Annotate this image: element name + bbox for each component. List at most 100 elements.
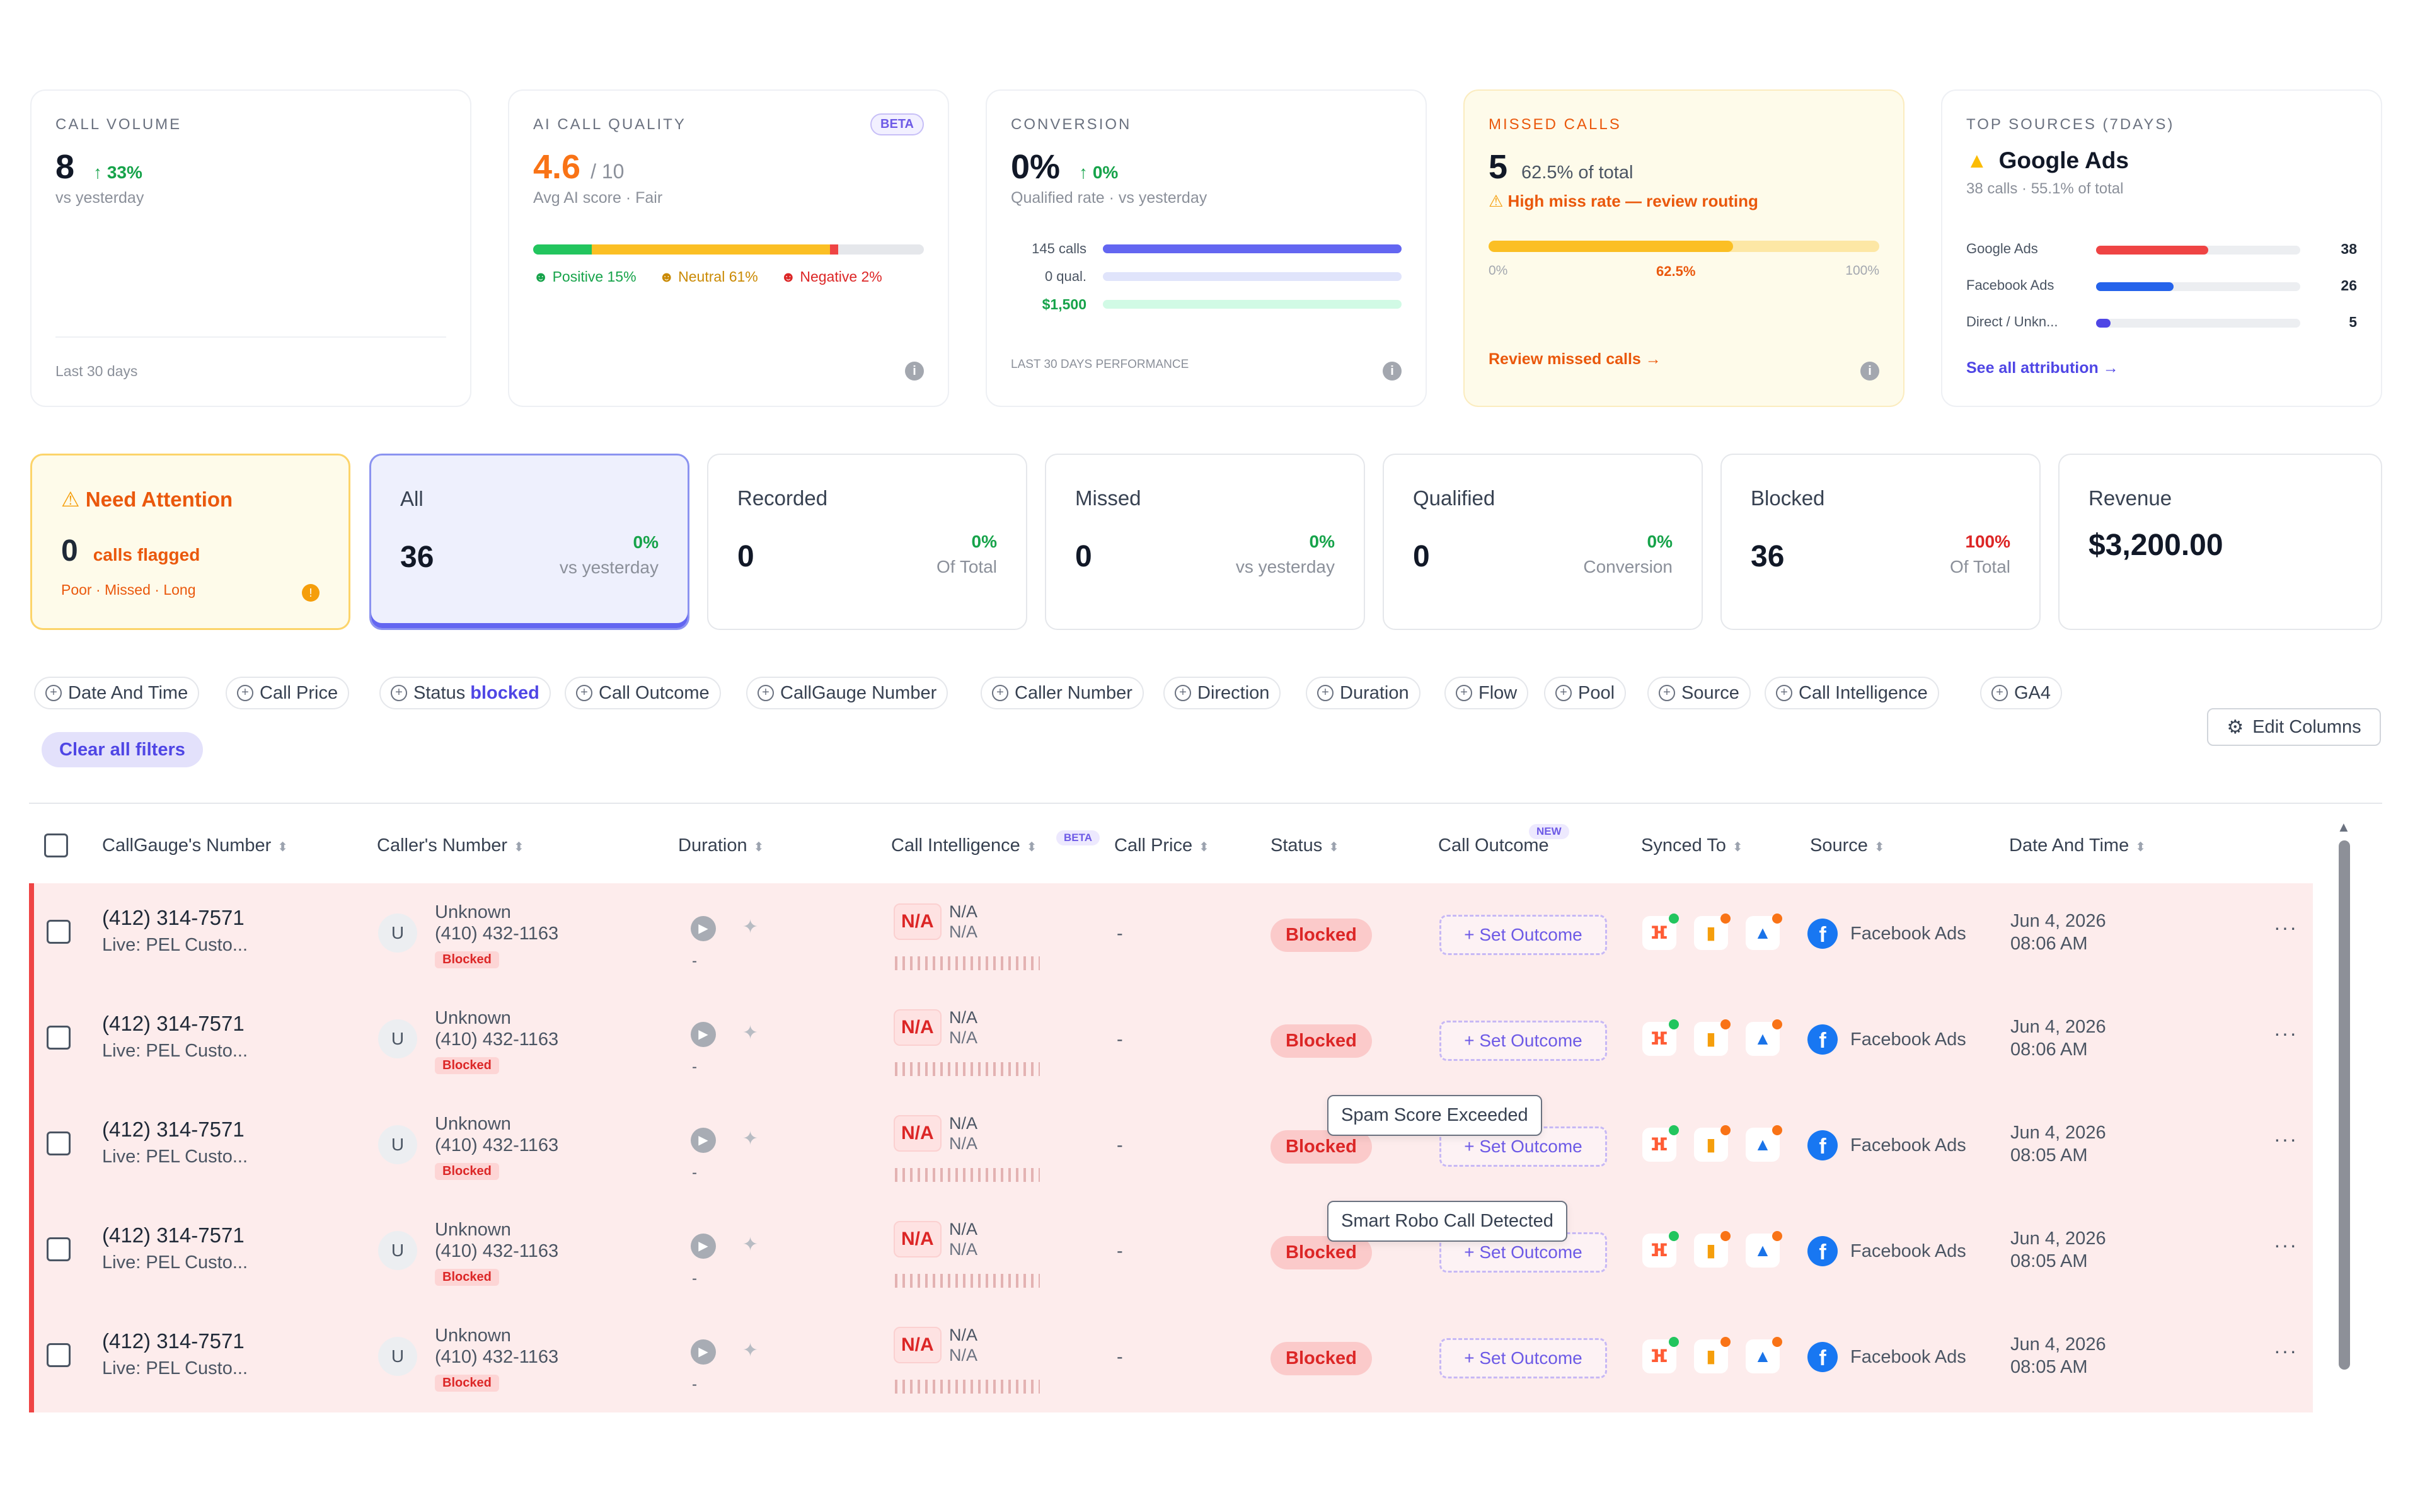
table-scrollbar-up[interactable]: ▲: [2337, 819, 2351, 835]
tile-blocked[interactable]: Blocked 36 100% Of Total: [1720, 454, 2041, 630]
column-header[interactable]: Synced To ⬍: [1641, 835, 1743, 856]
callgauge-number[interactable]: (412) 314-7571: [102, 906, 245, 929]
google-analytics-icon[interactable]: ▮: [1694, 1125, 1731, 1162]
callgauge-number[interactable]: (412) 314-7571: [102, 1118, 245, 1141]
column-header[interactable]: Status ⬍: [1270, 835, 1339, 856]
source-name: Facebook Ads: [1850, 1347, 1966, 1367]
waveform-icon[interactable]: ✦: [742, 1128, 759, 1149]
tile-missed[interactable]: Missed 0 0% vs yesterday: [1045, 454, 1365, 630]
hubspot-icon[interactable]: ⴼ: [1642, 1231, 1679, 1268]
top-source-sub: 38 calls · 55.1% of total: [1966, 180, 2124, 197]
tile-recorded[interactable]: Recorded 0 0% Of Total: [707, 454, 1027, 630]
google-ads-icon[interactable]: ▲: [1746, 914, 1782, 950]
play-icon[interactable]: ▶: [691, 1128, 716, 1153]
info-icon[interactable]: i: [1383, 362, 1402, 381]
more-icon[interactable]: ···: [2274, 1128, 2298, 1150]
set-outcome-button[interactable]: + Set Outcome: [1439, 915, 1607, 955]
table-row[interactable]: [29, 1201, 2313, 1307]
tile-all[interactable]: All 36 0% vs yesterday: [369, 454, 689, 630]
waveform-icon[interactable]: ✦: [742, 1022, 759, 1043]
hubspot-icon[interactable]: ⴼ: [1642, 1337, 1679, 1373]
play-icon[interactable]: ▶: [691, 916, 716, 941]
info-icon[interactable]: i: [905, 362, 924, 381]
filter-chip[interactable]: + Call Outcome: [565, 677, 721, 709]
more-icon[interactable]: ···: [2274, 916, 2298, 939]
avatar: U: [378, 1231, 417, 1270]
table-row[interactable]: [29, 1095, 2313, 1201]
google-analytics-icon[interactable]: ▮: [1694, 914, 1731, 950]
google-ads-icon[interactable]: ▲: [1746, 1019, 1782, 1056]
tile-revenue[interactable]: Revenue $3,200.00: [2058, 454, 2382, 630]
filter-chip[interactable]: + Duration: [1306, 677, 1420, 709]
waveform-icon[interactable]: ✦: [742, 917, 759, 937]
column-header[interactable]: Duration ⬍: [678, 835, 764, 856]
table-row[interactable]: [29, 1307, 2313, 1412]
filter-chip-label: Source: [1681, 682, 1739, 703]
column-header[interactable]: Call Outcome: [1438, 835, 1549, 856]
more-icon[interactable]: ···: [2274, 1022, 2298, 1045]
see-attribution-link[interactable]: See all attribution →: [1966, 359, 2119, 377]
column-header[interactable]: CallGauge's Number ⬍: [102, 835, 289, 856]
callgauge-number[interactable]: (412) 314-7571: [102, 1223, 245, 1247]
google-analytics-icon[interactable]: ▮: [1694, 1337, 1731, 1373]
column-header[interactable]: Call Price ⬍: [1114, 835, 1209, 856]
set-outcome-button[interactable]: + Set Outcome: [1439, 1232, 1607, 1273]
more-icon[interactable]: ···: [2274, 1234, 2298, 1256]
table-row[interactable]: [29, 883, 2313, 989]
miss-warning: ⚠ High miss rate — review routing: [1489, 192, 1758, 210]
hubspot-icon[interactable]: ⴼ: [1642, 1019, 1679, 1056]
review-missed-link[interactable]: Review missed calls →: [1489, 350, 1661, 368]
filter-chip[interactable]: + CallGauge Number: [746, 677, 948, 709]
row-checkbox[interactable]: [47, 1343, 71, 1367]
column-header[interactable]: Call Intelligence ⬍: [891, 835, 1037, 856]
filter-chip[interactable]: + Flow: [1444, 677, 1529, 709]
plus-icon: +: [1659, 685, 1675, 701]
table-row[interactable]: [29, 989, 2313, 1095]
clear-filters-button[interactable]: Clear all filters: [42, 732, 203, 767]
callgauge-number[interactable]: (412) 314-7571: [102, 1012, 245, 1035]
call-time: 08:06 AM: [2010, 1040, 2088, 1060]
column-header[interactable]: Caller's Number ⬍: [377, 835, 524, 856]
filter-chip[interactable]: + Call Price: [226, 677, 350, 709]
tile-caption: calls flagged: [93, 545, 200, 564]
info-icon[interactable]: i: [1860, 362, 1879, 381]
filter-chip[interactable]: + Date And Time: [34, 677, 200, 709]
ai-score-na: N/A: [894, 1115, 942, 1152]
filter-chip[interactable]: + Pool: [1544, 677, 1627, 709]
facebook-icon: f: [1807, 1024, 1838, 1055]
column-header[interactable]: Date And Time ⬍: [2009, 835, 2146, 856]
filter-chip[interactable]: + Direction: [1163, 677, 1281, 709]
play-icon[interactable]: ▶: [691, 1339, 716, 1365]
edit-columns-button[interactable]: ⚙ Edit Columns: [2207, 708, 2381, 746]
play-icon[interactable]: ▶: [691, 1022, 716, 1047]
hubspot-icon[interactable]: ⴼ: [1642, 914, 1679, 950]
tile-need-attention[interactable]: ⚠ Need Attention 0 calls flagged Poor · …: [30, 454, 350, 630]
table-scrollbar-thumb[interactable]: [2339, 840, 2350, 1370]
play-icon[interactable]: ▶: [691, 1234, 716, 1259]
kpi-sub: vs yesterday: [55, 189, 144, 207]
filter-chip[interactable]: + GA4: [1980, 677, 2063, 709]
google-ads-icon[interactable]: ▲: [1746, 1231, 1782, 1268]
filter-chip[interactable]: + Source: [1647, 677, 1751, 709]
row-checkbox[interactable]: [47, 920, 71, 944]
select-all-checkbox[interactable]: [44, 833, 68, 857]
google-analytics-icon[interactable]: ▮: [1694, 1019, 1731, 1056]
google-analytics-icon[interactable]: ▮: [1694, 1231, 1731, 1268]
set-outcome-button[interactable]: + Set Outcome: [1439, 1338, 1607, 1378]
google-ads-icon[interactable]: ▲: [1746, 1337, 1782, 1373]
waveform-icon[interactable]: ✦: [742, 1340, 759, 1361]
callgauge-number[interactable]: (412) 314-7571: [102, 1329, 245, 1353]
google-ads-icon[interactable]: ▲: [1746, 1125, 1782, 1162]
column-header[interactable]: Source ⬍: [1810, 835, 1885, 856]
tile-qualified[interactable]: Qualified 0 0% Conversion: [1383, 454, 1703, 630]
filter-chip[interactable]: + Call Intelligence: [1765, 677, 1939, 709]
hubspot-icon[interactable]: ⴼ: [1642, 1125, 1679, 1162]
more-icon[interactable]: ···: [2274, 1339, 2298, 1362]
row-checkbox[interactable]: [47, 1131, 71, 1155]
filter-chip[interactable]: + Status blocked: [379, 677, 551, 709]
row-checkbox[interactable]: [47, 1237, 71, 1261]
filter-chip[interactable]: + Caller Number: [981, 677, 1144, 709]
row-checkbox[interactable]: [47, 1026, 71, 1050]
set-outcome-button[interactable]: + Set Outcome: [1439, 1021, 1607, 1061]
waveform-icon[interactable]: ✦: [742, 1234, 759, 1255]
